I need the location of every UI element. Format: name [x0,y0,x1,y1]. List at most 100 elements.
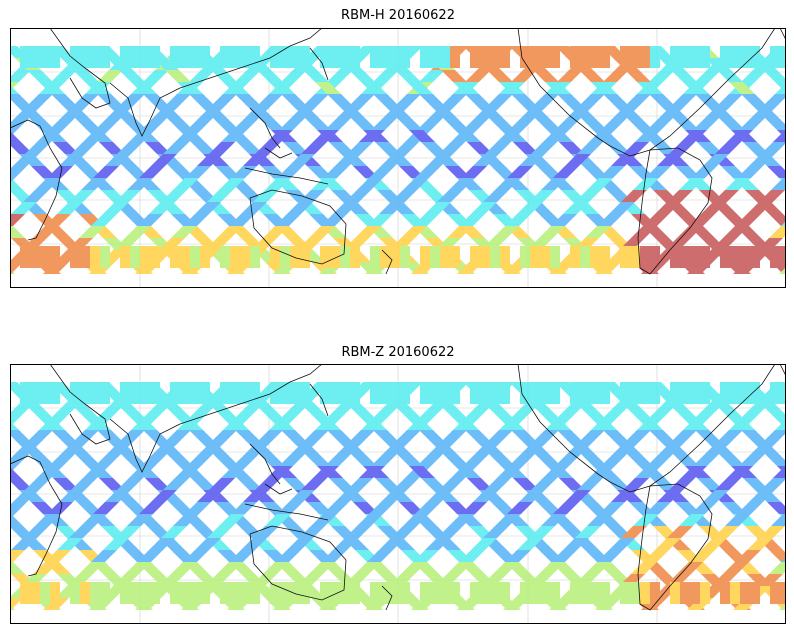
swath-cell [753,442,779,454]
swath-cell [149,202,175,214]
swath-cell [211,430,237,442]
swath-cell [780,382,786,404]
swath-cell [57,202,83,214]
swath-cell [391,190,417,202]
swath-cell [40,582,50,604]
swath-cell [119,406,145,418]
swath-cell [625,430,651,442]
swath-cell [579,406,605,418]
swath-cell [75,454,101,466]
swath-cell [690,582,700,604]
swath-cell [113,238,139,250]
swath-cell [90,382,100,404]
swath-cell [511,70,537,82]
swath-cell [637,418,663,430]
swath-cell [283,478,309,490]
swath-cell [113,574,139,586]
swath-cell [719,454,745,466]
swath-cell [700,582,710,604]
coastline-path [244,503,329,521]
swath-cell [631,562,657,574]
swath-cell [545,418,571,430]
swath-cell [370,582,380,604]
swath-cell [349,430,375,442]
swath-cell [655,538,681,550]
swath-cell [395,94,421,106]
swath-cell [131,82,157,94]
swath-cell [769,550,786,562]
swath-cell [741,406,767,418]
swath-cell [47,502,73,514]
swath-cell [70,382,80,404]
swath-cell [633,514,659,526]
swath-cell [587,514,613,526]
swath-cell [269,418,295,430]
swath-cell [539,562,565,574]
swath-cell [10,502,27,514]
swath-cell [590,382,600,404]
swath-cell [500,582,510,604]
swath-cell [100,246,110,268]
swath-cell [79,562,105,574]
swath-cell [253,526,279,538]
swath-cell [10,514,23,526]
swath-cell [770,382,780,404]
swath-cell [489,118,515,130]
swath-cell [731,130,757,142]
swath-cell [467,478,493,490]
swath-cell [195,202,221,214]
swath-cell [470,246,480,268]
swath-cell [323,502,349,514]
swath-cell [633,178,659,190]
swath-cell [395,406,421,418]
swath-cell [317,466,343,478]
swath-cell [395,430,421,442]
swath-cell [769,226,786,238]
swath-cell [743,478,769,490]
swath-cell [701,538,727,550]
swath-cell [741,94,767,106]
swath-cell [711,238,737,250]
swath-cell [420,382,430,404]
swath-cell [643,214,669,226]
swath-cell [759,190,785,202]
swath-cell [87,466,113,478]
swath-cell [303,406,329,418]
swath-cell [95,118,121,130]
swath-cell [139,166,165,178]
swath-cell [173,178,199,190]
swath-cell [625,406,651,418]
swath-cell [300,382,310,404]
swath-cell [335,490,361,502]
swath-cell [697,478,723,490]
swath-cell [165,94,191,106]
swath-cell [549,598,575,610]
swath-cell [200,382,210,404]
swath-cell [270,382,280,404]
swath-cell [213,454,239,466]
swath-cell [13,490,39,502]
swath-cell [441,430,467,442]
swath-cell [350,246,360,268]
plot-frame [10,364,786,624]
swath-cell [533,406,559,418]
swath-cell [241,538,267,550]
swath-cell [180,582,190,604]
swath-cell [290,582,300,604]
swath-cell [170,246,180,268]
swath-cell [40,46,50,68]
swath-cell [577,142,603,154]
swath-cell [499,418,525,430]
swath-cell [587,178,613,190]
swath-cell [393,478,419,490]
swath-cell [85,82,111,94]
swath-cell [391,526,417,538]
swath-cell [437,526,463,538]
swath-cell [763,70,786,82]
swath-cell [657,154,683,166]
swath-cell [80,246,90,268]
swath-cell [557,430,583,442]
swath-cell [170,582,180,604]
swath-cell [450,582,460,604]
swath-cell [143,94,169,106]
